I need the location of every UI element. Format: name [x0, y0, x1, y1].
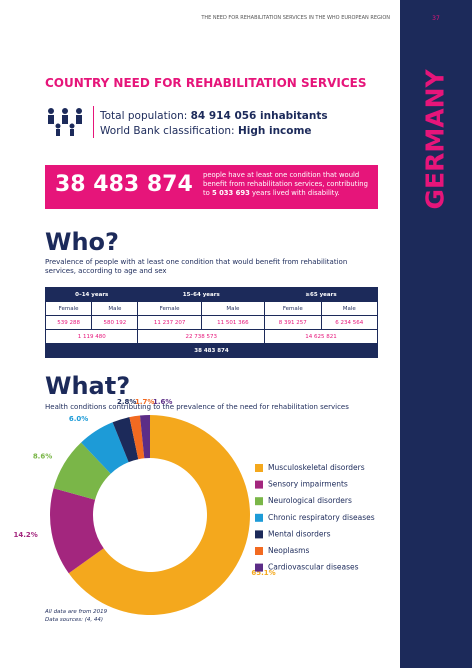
legend-swatch — [255, 563, 263, 572]
value-label: 2.8% — [117, 398, 136, 406]
value-label: 14.2% — [13, 531, 37, 539]
donut-slice — [68, 415, 251, 615]
who-title: Who? — [45, 228, 119, 256]
legend-swatch — [255, 464, 263, 472]
donut-chart: 65.1% Musculoskeletal disorders 14.2% Senso… — [13, 398, 375, 615]
donut-slice — [129, 415, 145, 460]
footnotes: All data are from 2019 Data sources: (4, … — [45, 608, 107, 625]
sidebar — [400, 0, 472, 668]
legend-label: Neoplasms — [268, 546, 309, 555]
highlight-box — [45, 165, 378, 209]
what-title: What? — [45, 372, 131, 400]
legend-label: Cardiovascular diseases — [268, 563, 359, 572]
text-end: years lived with disability. — [249, 189, 340, 198]
years: 5 033 693 — [211, 189, 250, 198]
value-label: 8.6% — [33, 452, 52, 460]
sex: Male — [320, 301, 378, 316]
text: people have at least one condition that … — [203, 171, 368, 198]
value: High income — [237, 125, 312, 137]
who-description: Prevalence of people with at least one c… — [45, 258, 348, 276]
legend-swatch — [255, 530, 263, 539]
people-icon — [48, 108, 82, 136]
legend-label: Musculoskeletal disorders — [268, 463, 365, 472]
footnote: All data are from 2019 — [45, 609, 108, 615]
donut-slice — [53, 442, 111, 500]
value-label: 65.1% — [251, 569, 275, 577]
donut-slice — [49, 488, 104, 574]
highlight-text: people have at least one condition that … — [203, 171, 373, 199]
legend-label: Chronic respiratory diseases — [268, 513, 375, 522]
running-title: THE NEED FOR REHABILITATION SERVICES IN … — [201, 15, 390, 21]
legend-swatch — [255, 480, 263, 489]
age-group: 0–14 years — [44, 287, 139, 302]
label: World Bank classification: — [100, 125, 238, 137]
value-label: 1.6% — [153, 398, 172, 406]
legend-swatch — [255, 547, 263, 555]
classification-line: World Bank classification: High income — [100, 125, 312, 137]
value-label: 1.7% — [135, 398, 154, 406]
donut-slice — [81, 422, 129, 474]
prevalence-table: 0–14 years 15–64 years ≥65 years Female Mal… — [44, 287, 378, 358]
highlight-number: 38 483 874 — [55, 172, 193, 197]
legend-swatch — [255, 497, 263, 506]
donut-slice — [139, 415, 150, 459]
what-description: Health conditions contributing to the pr… — [45, 403, 349, 411]
population-line: Total population: 84 914 056 inhabitants — [100, 110, 328, 122]
legend-swatch — [255, 513, 263, 522]
footnote: Data sources: (4, 44) — [45, 617, 104, 624]
legend-label: Sensory impairments — [268, 480, 348, 489]
donut-slice — [112, 417, 139, 463]
legend-label: Mental disorders — [268, 529, 331, 538]
value-label: 6.0% — [69, 415, 88, 423]
section-title: COUNTRY NEED FOR REHABILITATION SERVICES — [45, 76, 367, 90]
label: Total population: — [100, 110, 191, 122]
value: 84 914 056 inhabitants — [190, 110, 328, 122]
country-name: GERMANY — [420, 69, 450, 210]
divider — [93, 106, 94, 138]
legend-label: Neurological disorders — [268, 496, 352, 505]
page-number: 37 — [432, 15, 440, 22]
total: 38 483 874 — [45, 343, 378, 358]
